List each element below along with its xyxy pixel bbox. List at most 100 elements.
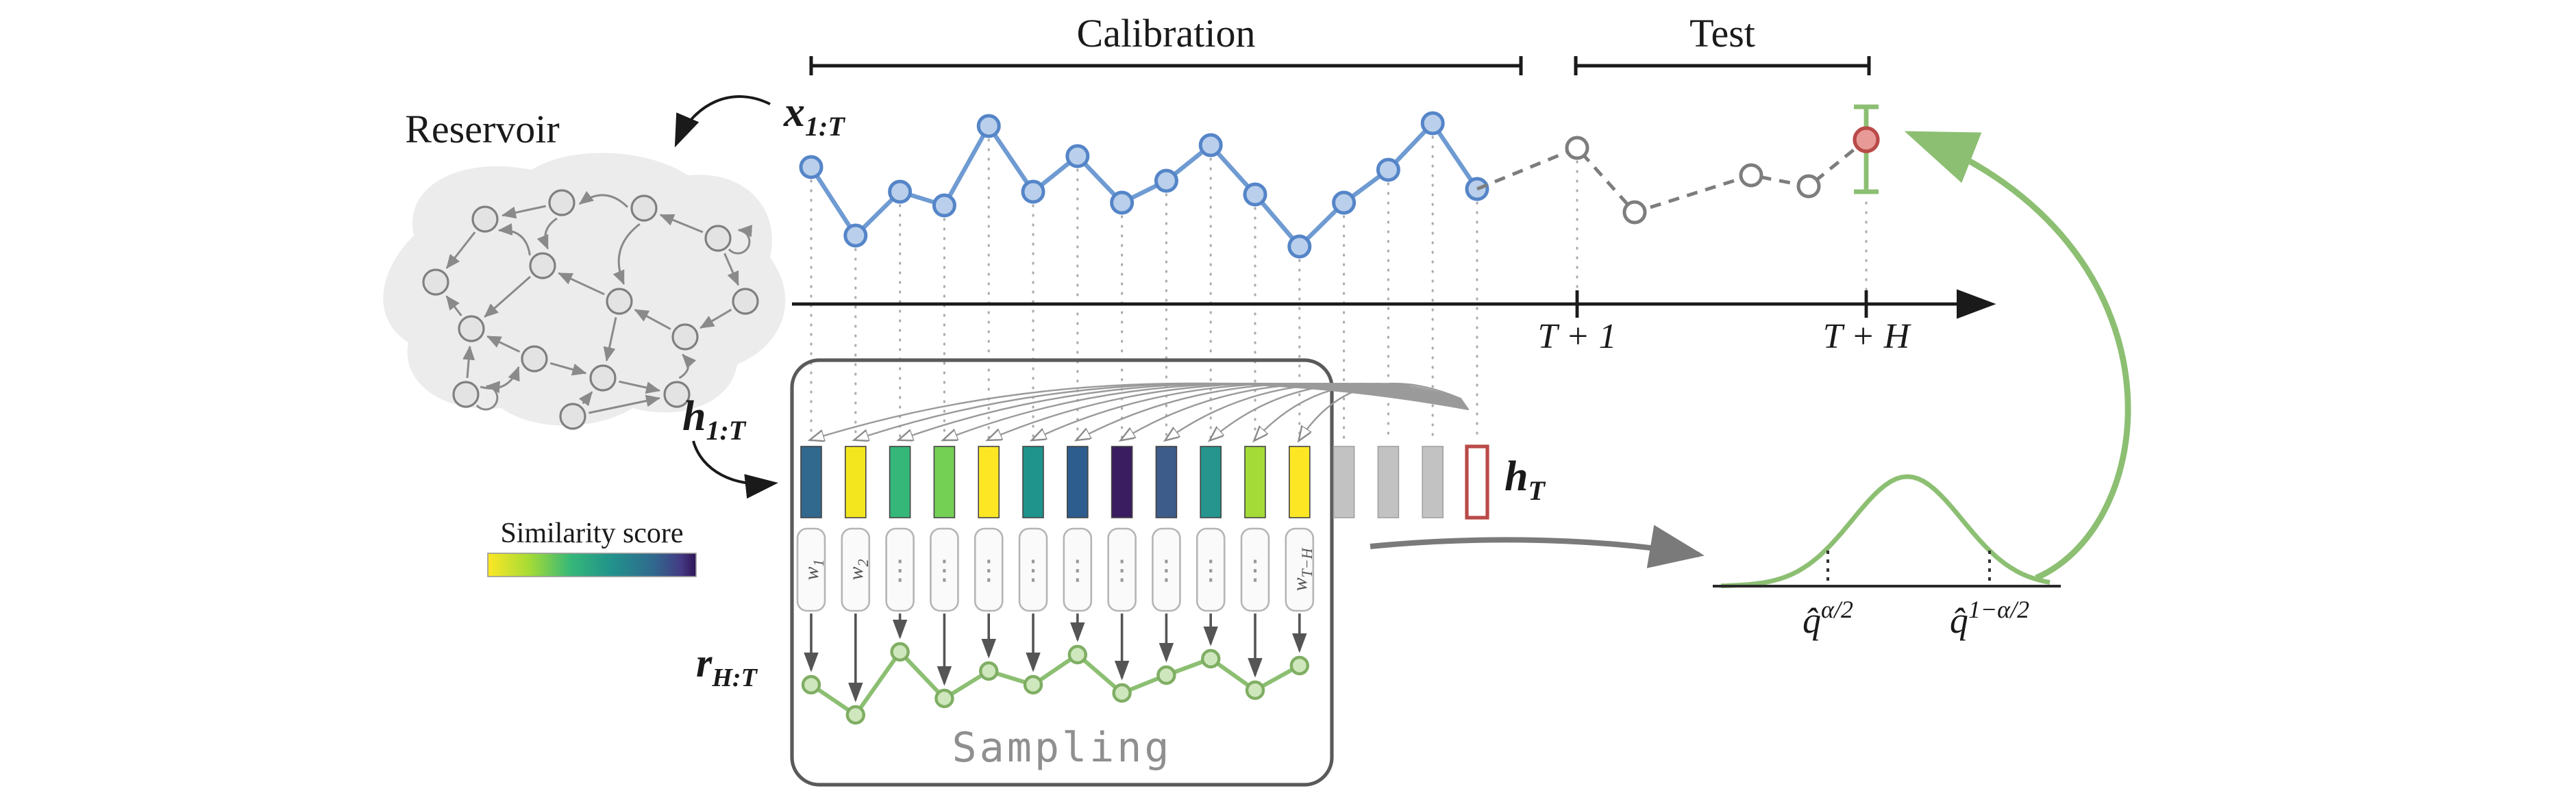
calibration-point bbox=[1376, 157, 1400, 182]
reservoir-edge bbox=[462, 345, 475, 379]
reservoir-node bbox=[704, 225, 732, 252]
similarity-label: Similarity score bbox=[500, 518, 683, 549]
weight-box bbox=[796, 527, 826, 612]
weight-box bbox=[1018, 527, 1048, 612]
calibration-title: Calibration bbox=[1077, 11, 1256, 55]
reservoir-node bbox=[606, 288, 633, 315]
weight-label-sub: 2 bbox=[854, 559, 871, 566]
calibration-bracket bbox=[809, 56, 1523, 75]
weight-dots: ⋮ bbox=[887, 555, 914, 586]
axis-ticks bbox=[1575, 290, 1868, 318]
arrow-to-states bbox=[692, 440, 778, 499]
sampled-point bbox=[801, 674, 821, 695]
reservoir-node bbox=[663, 381, 691, 408]
similarity-curve bbox=[1033, 383, 1466, 440]
sampled-point bbox=[1289, 655, 1310, 676]
reservoir-edge bbox=[536, 217, 558, 250]
reservoir-node bbox=[458, 315, 485, 342]
test-point bbox=[1565, 136, 1589, 160]
sampled-point bbox=[1156, 665, 1176, 685]
sampled-point bbox=[1067, 644, 1088, 665]
calibration-point bbox=[1287, 234, 1312, 259]
reservoir-edge bbox=[612, 223, 641, 286]
similarity-curve bbox=[1078, 383, 1465, 440]
reservoir-node bbox=[529, 252, 556, 279]
state-bar bbox=[1200, 446, 1222, 518]
reservoir-edge bbox=[445, 231, 476, 269]
reservoir-edge bbox=[634, 309, 671, 330]
test-series bbox=[1476, 104, 1880, 225]
reservoir-self-loop bbox=[475, 381, 501, 411]
hT-bar bbox=[1465, 444, 1489, 520]
reservoir-edge bbox=[619, 380, 661, 394]
tick-T1-label: T + 1 bbox=[1537, 317, 1616, 356]
reservoir-edge bbox=[659, 214, 704, 233]
reservoir-edge bbox=[445, 295, 462, 316]
weight-dots: ⋮ bbox=[975, 555, 1002, 586]
similarity-curve bbox=[811, 382, 1470, 440]
state-bar bbox=[978, 446, 1000, 518]
state-bar bbox=[1022, 446, 1044, 518]
calibration-point bbox=[976, 114, 1001, 138]
reservoir-edge bbox=[484, 275, 531, 318]
calibration-point bbox=[1065, 144, 1090, 168]
similarity-curve bbox=[944, 382, 1467, 440]
reservoir-edge bbox=[549, 362, 587, 376]
sampled-point bbox=[845, 705, 866, 725]
quantile-high-label: q̂1−α/2 bbox=[1950, 596, 2029, 641]
reservoir-node bbox=[589, 364, 617, 392]
weight-box bbox=[1107, 527, 1137, 612]
calibration-point bbox=[799, 155, 823, 179]
state-bars bbox=[800, 444, 1489, 520]
state-bar bbox=[1067, 446, 1089, 518]
quantile-low-label: q̂α/2 bbox=[1803, 596, 1853, 641]
reservoir-edge bbox=[699, 308, 732, 329]
calibration-point bbox=[1420, 111, 1445, 136]
reservoir-node bbox=[471, 205, 499, 233]
sampled-point bbox=[1023, 674, 1043, 695]
tick-TH-label: T + H bbox=[1823, 317, 1911, 356]
reservoir-edge bbox=[486, 335, 521, 353]
arrow-to-reservoir bbox=[674, 95, 771, 148]
state-bar-gray bbox=[1333, 446, 1355, 518]
similarity-curve bbox=[1166, 383, 1464, 440]
weight-box bbox=[1285, 527, 1315, 612]
weight-box bbox=[1063, 527, 1093, 612]
sampled-line bbox=[810, 650, 1301, 717]
weight-label: w2 bbox=[845, 559, 871, 580]
sampled-point bbox=[934, 688, 954, 709]
state-bar-gray bbox=[1377, 446, 1400, 518]
reservoir-edge bbox=[501, 205, 546, 219]
gaussian-curve bbox=[1720, 474, 2051, 588]
calibration-point bbox=[1243, 182, 1267, 207]
prediction-point bbox=[1853, 126, 1880, 153]
weight-box bbox=[930, 527, 959, 612]
calibration-point bbox=[1332, 190, 1357, 215]
test-line bbox=[1476, 138, 1868, 214]
reservoir-network bbox=[422, 189, 759, 430]
sampled-point bbox=[890, 642, 910, 662]
reservoir-node bbox=[521, 345, 548, 373]
state-bar bbox=[1289, 446, 1311, 518]
similarity-colorbar bbox=[487, 553, 697, 577]
weight-dots: ⋮ bbox=[1064, 555, 1091, 586]
test-title: Test bbox=[1689, 11, 1755, 55]
reservoir-edge bbox=[497, 223, 531, 256]
reservoir-node bbox=[671, 323, 699, 351]
weight-box bbox=[974, 527, 1004, 612]
weight-label: wT−H bbox=[1289, 547, 1315, 591]
state-bar bbox=[845, 446, 867, 518]
sampled-point bbox=[978, 661, 999, 681]
weight-box bbox=[885, 527, 915, 612]
state-bar-gray bbox=[1422, 446, 1444, 518]
r-series-label: rH:T bbox=[696, 640, 758, 692]
test-point bbox=[1739, 163, 1763, 188]
reservoir-edge bbox=[589, 394, 661, 414]
reservoir-edge bbox=[603, 317, 617, 362]
reservoir-node bbox=[630, 194, 658, 222]
similarity-curve bbox=[1255, 383, 1463, 440]
weight-label-sub: T−H bbox=[1298, 547, 1315, 577]
calibration-point bbox=[1198, 133, 1223, 157]
